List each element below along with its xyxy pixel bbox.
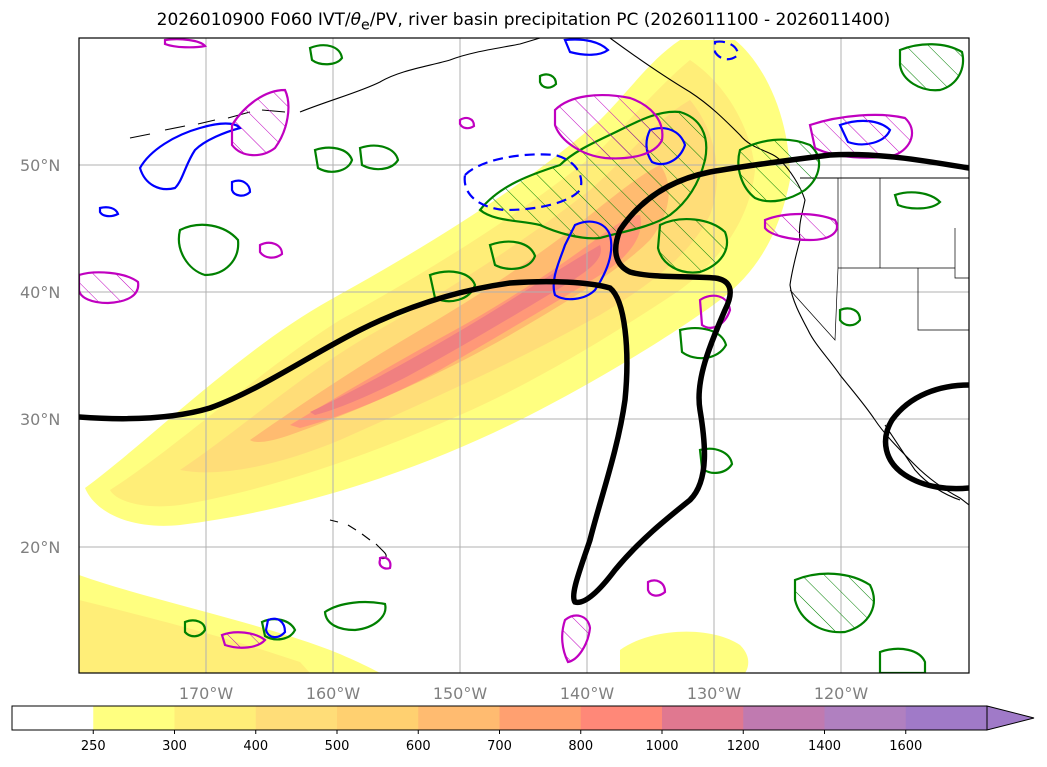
pv-magenta-contours — [79, 38, 914, 664]
colorbar-segment — [93, 706, 175, 730]
precip-n-2 — [538, 73, 558, 89]
pv-mag-se — [646, 579, 667, 597]
precip-mid-4 — [698, 447, 734, 474]
lat-label-40n: 40°N — [20, 283, 60, 302]
colorbar-segment — [905, 706, 988, 730]
pv-mag-sw — [220, 631, 267, 649]
theta-e-main — [79, 151, 969, 606]
pv-blue-west-arc — [138, 122, 242, 191]
map-frame — [78, 37, 970, 674]
graticule — [79, 38, 969, 673]
theta-e-southeast — [882, 382, 969, 492]
colorbar-label: 1200 — [727, 739, 760, 754]
colorbar-label: 300 — [162, 739, 187, 754]
colorbar-label: 800 — [568, 739, 593, 754]
precip-ne-coast — [737, 138, 821, 203]
map-title: 2026010900 F060 IVT/θe/PV, river basin p… — [0, 10, 1047, 33]
precip-se-2 — [878, 647, 927, 673]
pv-mag-s — [561, 614, 592, 664]
pv-mag-small — [258, 241, 284, 259]
lon-label-160w: 160°W — [306, 684, 361, 703]
pv-mag-n — [458, 116, 476, 130]
precip-sw-1 — [323, 601, 387, 632]
lat-label-30n: 30°N — [20, 410, 60, 429]
colorbar-label: 1000 — [645, 739, 678, 754]
colorbar-segment — [337, 706, 419, 730]
colorbar-label: 700 — [487, 739, 512, 754]
precip-top-right — [898, 43, 965, 92]
lon-label-130w: 130°W — [687, 684, 742, 703]
pv-blue-dashed — [463, 153, 583, 212]
pv-blue-center — [552, 220, 613, 301]
lat-labels: 50°N 40°N 30°N 20°N — [20, 156, 60, 557]
precip-n-1 — [308, 44, 344, 66]
colorbar-label: 500 — [325, 739, 350, 754]
precip-e-1 — [893, 191, 942, 210]
precip-west-2 — [313, 146, 354, 173]
precip-west-1 — [177, 223, 240, 277]
pv-mag-center — [553, 94, 664, 160]
pv-mag-east — [808, 113, 914, 159]
pv-blue-dashed-top — [713, 40, 740, 61]
lon-label-150w: 150°W — [433, 684, 488, 703]
colorbar-extend-arrow — [986, 705, 1035, 731]
ivt-band-1000 — [310, 245, 601, 415]
precip-e-2 — [838, 307, 862, 327]
state-borders — [789, 178, 969, 341]
colorbar-segment — [499, 706, 582, 730]
precip-mid — [428, 270, 477, 303]
colorbar-segment — [662, 706, 744, 730]
lon-labels: 170°W 160°W 150°W 140°W 130°W 120°W — [179, 684, 869, 703]
lon-label-120w: 120°W — [814, 684, 869, 703]
colorbar: 250 300 400 500 600 700 800 1000 1200 1400 1600 — [11, 705, 1035, 754]
pv-mag-west — [230, 88, 290, 157]
colorbar-segment — [255, 706, 338, 730]
map-area — [79, 38, 969, 673]
colorbar-segment — [174, 706, 257, 730]
precip-mid-3 — [678, 327, 728, 360]
aleutians — [129, 109, 286, 139]
pv-blue-contours — [98, 38, 892, 639]
lon-label-140w: 140°W — [560, 684, 615, 703]
pv-mag-mid — [698, 294, 732, 329]
lat-label-50n: 50°N — [20, 156, 60, 175]
ivt-blob-southeast — [620, 631, 749, 673]
colorbar-label: 600 — [406, 739, 431, 754]
colorbar-label: 1600 — [889, 739, 922, 754]
baja-coast — [884, 424, 961, 501]
colorbar-label: 250 — [81, 739, 106, 754]
hawaii — [329, 519, 387, 560]
pv-blue-w-small-2 — [230, 179, 252, 197]
pv-blue-top — [563, 38, 610, 56]
colorbar-label: 1400 — [808, 739, 841, 754]
pv-mag-hawaii — [378, 556, 392, 570]
precip-west-3 — [358, 144, 400, 171]
colorbar-label: 400 — [243, 739, 268, 754]
colorbar-segment — [580, 706, 663, 730]
ivt-band-500 — [250, 165, 669, 443]
colorbar-segment — [824, 706, 907, 730]
pv-mag-nw — [163, 38, 208, 49]
theta-e-contours — [79, 151, 969, 606]
ivt-band-400 — [180, 100, 718, 473]
title-theta: θ — [350, 10, 362, 30]
precip-se-1 — [793, 572, 875, 634]
pv-mag-west-edge — [79, 271, 140, 305]
ivt-band-700 — [290, 215, 641, 428]
pv-mag-coast — [763, 212, 838, 242]
lat-label-20n: 20°N — [20, 538, 60, 557]
colorbar-segment — [12, 706, 94, 730]
colorbar-segment — [418, 706, 500, 730]
pv-blue-sw — [264, 617, 287, 639]
lon-label-170w: 170°W — [179, 684, 234, 703]
title-suffix: /PV, river basin precipitation PC (20260… — [369, 10, 891, 30]
title-subscript: e — [361, 17, 370, 34]
colorbar-segment — [743, 706, 825, 730]
precip-mid-2 — [488, 240, 537, 271]
title-prefix: 2026010900 F060 IVT/ — [156, 10, 351, 30]
precip-mid-ne — [656, 218, 728, 274]
precip-sw-2 — [183, 619, 207, 638]
pv-blue-w-small — [98, 206, 120, 218]
